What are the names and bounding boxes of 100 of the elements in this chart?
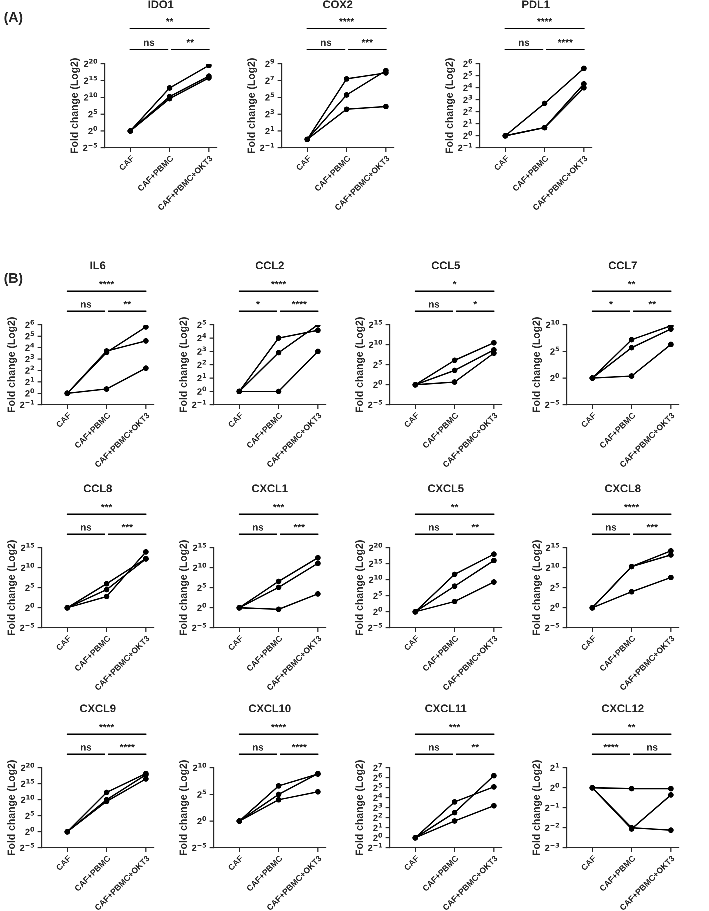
y-tick-label: 2$^{0}$: [88, 126, 98, 134]
text: ****: [99, 724, 114, 728]
chart-title: CXCL11: [425, 704, 467, 713]
y-tick-label: 2$^{0}$: [198, 816, 206, 825]
y-axis-title: Fold change (Log2): [179, 317, 190, 412]
y-tick-label: 2$^{−1}$: [20, 400, 34, 408]
y-tick-label: 2$^{−5}$: [20, 843, 34, 852]
text: **: [451, 504, 459, 508]
text: ns: [429, 746, 440, 751]
text: ***: [122, 524, 134, 528]
chart-title: CCL2: [256, 262, 284, 270]
y-tick-label: 2$^{0}$: [374, 607, 382, 616]
y-tick-label: 2$^{20}$: [369, 543, 382, 552]
text: ns: [606, 526, 616, 531]
text: **: [628, 724, 636, 728]
y-tick-label: 2$^{5}$: [26, 332, 34, 340]
y-tick-label: 2$^{10}$: [193, 763, 206, 772]
y-tick-label: 2$^{5}$: [464, 71, 472, 80]
chart-title: CCL7: [608, 262, 638, 270]
text: (A): [4, 12, 23, 25]
text: ns: [429, 526, 440, 531]
text: *: [256, 301, 260, 305]
y-tick-label: 2$^{0}$: [26, 827, 34, 836]
y-tick-label: 2$^{3}$: [374, 803, 382, 812]
text: ***: [362, 39, 374, 43]
text: ns: [253, 746, 264, 751]
text: ns: [321, 40, 332, 46]
y-tick-label: 2$^{4}$: [198, 333, 206, 342]
y-tick-label: 2$^{−5}$: [368, 400, 382, 408]
chart-title: CXCL9: [80, 704, 116, 713]
chart-title: CXCL5: [428, 484, 464, 493]
y-tick-label: 2$^{10}$: [21, 563, 34, 572]
text: *: [452, 281, 457, 285]
y-tick-label: 2$^{−1}$: [260, 143, 274, 152]
y-tick-label: 2$^{5}$: [26, 583, 34, 592]
y-axis-title: Fold change (Log2): [247, 58, 258, 154]
y-tick-label: 2$^{0}$: [26, 603, 34, 612]
text: ns: [647, 746, 658, 751]
y-tick-label: 2$^{0}$: [198, 386, 206, 395]
y-tick-label: 2$^{−5}$: [545, 623, 560, 632]
y-tick-label: 2$^{−1}$: [545, 803, 560, 812]
text: ***: [646, 524, 658, 528]
text: **: [472, 744, 480, 748]
y-axis-title: Fold change (Log2): [179, 540, 190, 636]
y-tick-label: 2$^{9}$: [266, 59, 274, 68]
y-tick-label: 2$^{−3}$: [545, 843, 560, 852]
y-tick-label: 2$^{15}$: [84, 76, 98, 84]
y-tick-label: 2$^{10}$: [369, 340, 382, 348]
text: ***: [449, 724, 461, 728]
y-tick-label: 2$^{2}$: [374, 813, 382, 822]
text: ****: [99, 281, 114, 285]
text: ****: [537, 18, 552, 22]
text: *: [609, 301, 614, 305]
text: **: [186, 39, 194, 43]
y-tick-label: 2$^{10}$: [84, 92, 98, 101]
y-tick-label: 2$^{3}$: [26, 354, 34, 362]
y-tick-label: 2$^{1}$: [550, 763, 560, 772]
y-tick-label: 2$^{7}$: [266, 76, 274, 84]
y-tick-label: 2$^{15}$: [21, 543, 34, 552]
y-tick-label: 2$^{−5}$: [20, 623, 34, 632]
y-tick-label: 2$^{−1}$: [192, 400, 206, 408]
chart-title: CXCL1: [252, 484, 288, 493]
y-tick-label: 2$^{0}$: [26, 388, 34, 397]
y-tick-label: 2$^{4}$: [374, 793, 382, 802]
text: **: [648, 301, 656, 305]
y-tick-label: 2$^{5}$: [26, 811, 34, 820]
y-tick-label: 2$^{7}$: [374, 763, 382, 772]
text: ****: [558, 39, 574, 43]
y-axis-title: Fold change (Log2): [532, 317, 542, 412]
y-tick-label: 2$^{2}$: [198, 360, 206, 368]
y-axis-title: Fold change (Log2): [355, 540, 366, 636]
text: ****: [339, 18, 354, 22]
text: ****: [120, 744, 136, 748]
text: ns: [253, 526, 264, 531]
y-tick-label: 2$^{4}$: [26, 343, 34, 352]
text: ns: [519, 40, 530, 46]
y-tick-label: 2$^{−2}$: [545, 823, 560, 832]
y-tick-label: 2$^{2}$: [26, 366, 34, 374]
chart-title: CXCL8: [605, 484, 641, 493]
y-tick-label: 2$^{5}$: [550, 346, 560, 355]
chart-title: CCL8: [84, 484, 112, 493]
y-tick-label: 2$^{6}$: [26, 320, 34, 328]
y-tick-label: 2$^{−5}$: [545, 400, 560, 408]
y-tick-label: 2$^{6}$: [464, 59, 472, 68]
text: ns: [144, 40, 154, 46]
y-tick-label: 2$^{5}$: [88, 110, 98, 118]
text: ****: [271, 724, 286, 728]
text: ****: [624, 504, 640, 508]
y-tick-label: 2$^{20}$: [84, 59, 98, 68]
y-tick-label: 2$^{0}$: [374, 380, 382, 388]
y-tick-label: 2$^{20}$: [21, 763, 34, 772]
text: ***: [294, 524, 306, 528]
text: ****: [292, 301, 308, 305]
y-tick-label: 2$^{5}$: [198, 320, 206, 328]
y-tick-label: 2$^{10}$: [193, 563, 206, 572]
text: ***: [273, 504, 285, 508]
text: **: [628, 281, 636, 285]
y-tick-label: 2$^{5}$: [198, 790, 206, 798]
text: ****: [292, 744, 308, 748]
text: **: [472, 524, 480, 528]
